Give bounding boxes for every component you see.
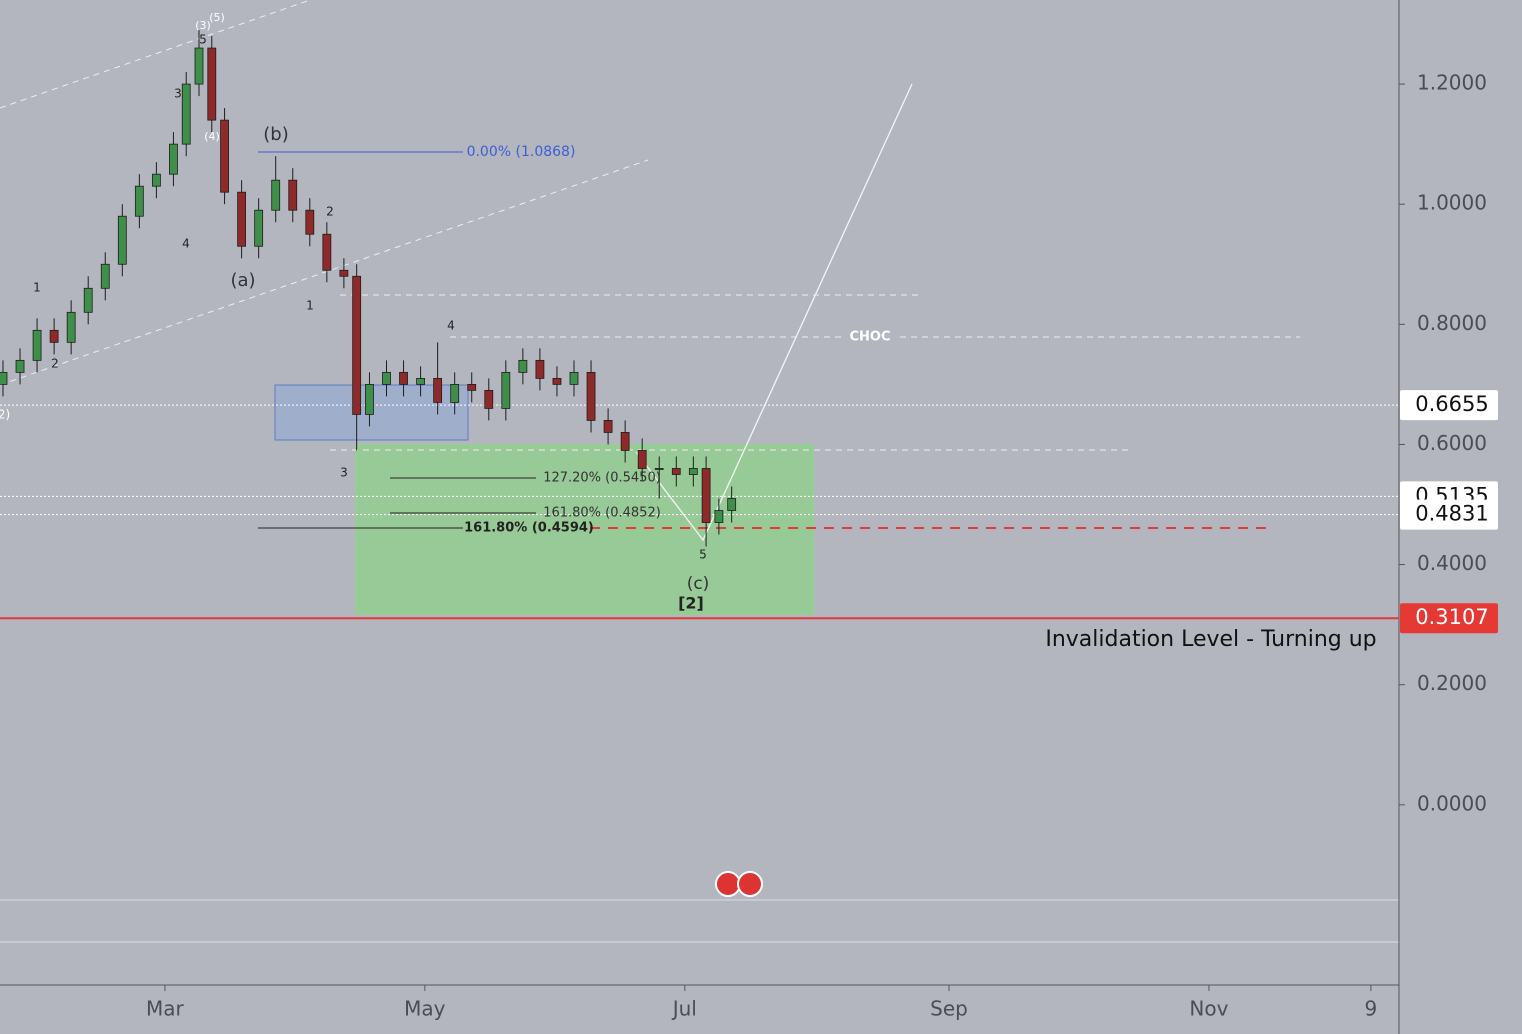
y-tick-label: 1.2000 [1417,71,1487,95]
price-tag [1400,390,1498,421]
annotation: 4 [182,237,190,251]
x-tick-label: May [404,997,446,1021]
candle-body [352,275,362,415]
candle-body [322,233,332,271]
price-tag-label: 0.3107 [1415,605,1488,629]
candle-body [467,383,477,391]
candle-body [0,371,8,385]
y-tick-label: 0.6000 [1417,431,1487,455]
annotation: [2] [678,594,704,613]
candle-body [701,468,711,523]
price-tag-label: 0.6655 [1415,392,1488,416]
candle-body [83,287,93,313]
candle-body [484,389,494,409]
candle-body [339,269,349,277]
candle-body [382,371,391,385]
price-tag-label: 0.4831 [1415,502,1488,526]
candle-body [586,371,596,421]
candle-body [100,263,110,289]
event-icon[interactable] [715,871,741,897]
candle-body [271,179,281,211]
annotation: 127.20% (0.5450) [543,471,661,486]
candle-body [501,371,511,409]
annotation: (a) [230,270,255,291]
candle-body [181,83,191,145]
annotation: (3) [195,19,211,32]
candle-body [169,143,178,175]
annotation: 161.80% (0.4594) [464,521,594,536]
candle-body [416,377,425,385]
candle-body [49,329,59,343]
candle-body [535,359,545,379]
annotation: 3 [340,466,348,480]
candle-body [194,47,204,85]
candle-body [569,371,579,385]
annotation: 5 [199,33,207,47]
x-tick-label: Jul [671,997,697,1021]
y-tick-label: 0.0000 [1417,791,1487,815]
annotation: 1 [33,281,41,295]
annotation: (4) [204,130,220,143]
candle-body [66,311,76,343]
candle-body [254,209,264,247]
annotation: 2) [0,408,10,422]
candle-body [450,383,460,403]
candle-body [620,432,630,451]
candle-body [603,420,613,433]
annotation: 4 [447,319,455,333]
annotation: (b) [263,124,288,145]
candle-body [727,498,737,511]
event-icon[interactable] [737,871,763,897]
candle-body [654,468,664,470]
price-tag [1400,499,1498,530]
candle-body [15,359,25,373]
x-tick-label: Mar [146,997,185,1021]
annotation: CHOC [849,330,890,345]
candle-body [518,359,528,373]
annotation: 161.80% (0.4852) [543,506,661,521]
channel-line [0,159,649,386]
candle-body [220,119,229,193]
annotation: 3 [174,87,182,101]
candle-body [207,47,217,121]
annotation: 5 [699,548,707,562]
price-tag [1400,603,1498,634]
candle-body [365,383,374,415]
candle-body [32,329,42,361]
candle-body [714,510,724,523]
annotation: (5) [209,11,225,24]
x-tick-label: Sep [930,997,968,1021]
annotation: 0.00% (1.0868) [467,144,576,160]
candle-body [305,209,315,235]
projection-path [635,83,913,542]
annotation: 1 [306,299,314,313]
x-tick-label: Nov [1189,997,1228,1021]
annotation: (c) [687,574,710,594]
target-box [355,444,814,615]
annotation: Invalidation Level - Turning up [1045,627,1376,652]
x-tick-label: 9 [1365,997,1378,1021]
y-tick-label: 1.0000 [1417,191,1487,215]
y-tick-label: 0.2000 [1417,671,1487,695]
y-tick-label: 0.8000 [1417,311,1487,335]
candle-body [288,179,298,211]
candle-body [433,377,443,403]
annotation: 2 [51,357,59,371]
candle-body [117,215,127,265]
candle-body [399,371,408,385]
candle-body [637,450,647,469]
candle-body [134,185,144,217]
candle-body [151,173,161,187]
candle-body [688,468,698,475]
candle-body [237,191,247,247]
candle-body [552,377,562,385]
candle-body [671,468,681,475]
y-tick-label: 0.4000 [1417,551,1487,575]
annotation: 2 [326,205,334,219]
